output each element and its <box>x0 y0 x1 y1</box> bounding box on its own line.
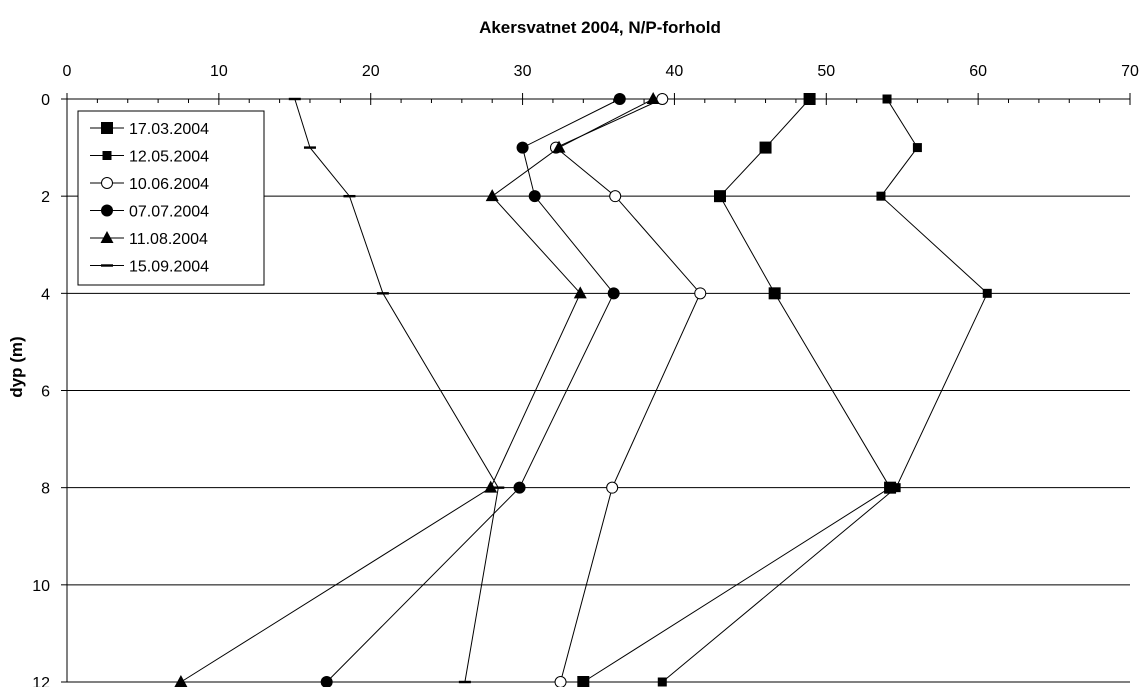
marker-circle <box>528 190 541 203</box>
x-tick-label: 30 <box>514 63 532 80</box>
legend: 17.03.2004 12.05.2004 10.06.2004 07.07.2004… <box>77 110 265 286</box>
marker-square <box>577 676 590 687</box>
marker-circle-open <box>694 287 707 300</box>
marker-circle <box>516 141 529 154</box>
marker-circle-open <box>609 190 622 203</box>
x-tick-label: 70 <box>1121 63 1139 80</box>
marker-square-small <box>102 151 112 160</box>
series-line <box>661 98 988 683</box>
x-tick-label: 40 <box>666 63 684 80</box>
marker-square-small <box>882 94 892 104</box>
marker-circle <box>607 287 620 300</box>
marker-square-small <box>876 191 886 201</box>
marker-circle-open <box>101 177 113 189</box>
series-11.08.2004 <box>174 92 660 687</box>
marker-dash <box>101 264 113 267</box>
marker-square-small <box>912 143 922 153</box>
legend-label: 15.09.2004 <box>129 259 209 276</box>
legend-item: 17.03.2004 <box>90 121 209 138</box>
legend-item: 10.06.2004 <box>90 176 209 193</box>
marker-triangle <box>484 480 498 493</box>
marker-square-small <box>891 483 901 493</box>
marker-dash <box>343 194 356 198</box>
legend-item: 12.05.2004 <box>90 149 209 166</box>
marker-triangle <box>100 231 114 243</box>
legend-item: 15.09.2004 <box>90 259 209 276</box>
legend-label: 12.05.2004 <box>129 149 209 166</box>
marker-circle-open <box>606 481 619 494</box>
marker-circle <box>320 676 333 687</box>
legend-item: 07.07.2004 <box>90 204 209 221</box>
marker-triangle <box>485 189 499 202</box>
gridlines <box>67 195 1130 683</box>
marker-circle <box>613 93 626 105</box>
y-tick-label: 10 <box>32 578 50 595</box>
series-12.05.2004 <box>657 94 992 687</box>
legend-box <box>77 110 265 286</box>
marker-square <box>713 190 726 203</box>
series-07.07.2004 <box>320 93 626 687</box>
series-line <box>180 98 654 683</box>
marker-dash <box>492 486 505 489</box>
marker-triangle <box>552 140 566 153</box>
y-tick-label: 4 <box>41 286 50 303</box>
marker-triangle <box>174 675 188 687</box>
marker-square <box>768 287 781 300</box>
marker-square-small <box>982 288 992 298</box>
x-tick-label: 10 <box>210 63 228 80</box>
marker-square-small <box>657 677 667 687</box>
legend-label: 17.03.2004 <box>129 121 209 138</box>
legend-item: 11.08.2004 <box>90 231 208 248</box>
x-tick-label: 20 <box>362 63 380 80</box>
marker-triangle <box>646 92 660 104</box>
axes: 0 10 20 30 40 50 60 70 0 2 4 6 8 10 12 <box>32 63 1139 687</box>
x-tick-label: 50 <box>817 63 835 80</box>
legend-label: 10.06.2004 <box>129 176 209 193</box>
marker-circle-open <box>554 676 567 687</box>
series-15.09.2004 <box>288 97 505 684</box>
x-tick-label: 60 <box>969 63 987 80</box>
legend-label: 11.08.2004 <box>129 231 208 248</box>
marker-square <box>803 93 816 105</box>
series-line <box>326 98 621 683</box>
legend-label: 07.07.2004 <box>129 204 209 221</box>
marker-circle <box>101 204 113 217</box>
chart-title: Akersvatnet 2004, N/P-forhold <box>479 18 721 37</box>
series-layer <box>174 92 992 687</box>
marker-square <box>759 141 772 154</box>
y-tick-label: 2 <box>41 189 50 206</box>
series-line <box>583 98 891 683</box>
y-tick-label: 6 <box>41 384 50 401</box>
x-tick-label: 0 <box>63 63 72 80</box>
y-tick-label: 8 <box>41 481 50 498</box>
marker-dash <box>303 146 316 149</box>
y-tick-label: 12 <box>32 675 50 687</box>
marker-dash <box>288 97 301 101</box>
marker-square <box>101 122 113 134</box>
marker-circle <box>513 481 526 494</box>
marker-dash <box>376 292 389 295</box>
series-line <box>294 98 499 683</box>
marker-dash <box>458 680 471 684</box>
y-axis-label: dyp (m) <box>7 336 26 397</box>
marker-triangle <box>573 286 587 299</box>
y-tick-label: 0 <box>41 92 50 109</box>
